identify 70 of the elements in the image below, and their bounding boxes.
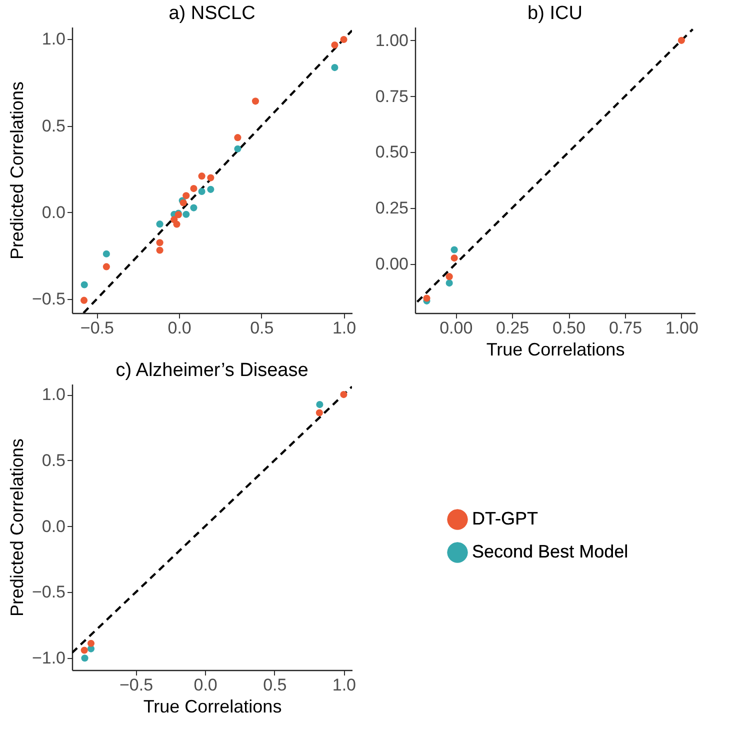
- y-tick-label: 0.00: [375, 254, 408, 274]
- y-tick-label: 0.50: [375, 142, 408, 162]
- x-tick-label: 0.0: [194, 676, 218, 694]
- point: [446, 273, 453, 280]
- point: [81, 654, 88, 662]
- point: [234, 134, 242, 142]
- point: [331, 64, 338, 72]
- x-tick-label: 0.5: [263, 676, 287, 694]
- point: [234, 145, 242, 152]
- x-tick-label: 0.25: [496, 318, 530, 338]
- point: [87, 640, 95, 647]
- point: [207, 174, 214, 182]
- point: [80, 281, 88, 288]
- x-tick-label: 1.0: [332, 318, 356, 338]
- point: [316, 409, 323, 416]
- y-tick-label: −1.0: [32, 648, 66, 668]
- point: [182, 192, 190, 200]
- y-tick-label: 1.0: [42, 30, 66, 49]
- legend-label: Second Best Model: [472, 542, 628, 562]
- y-axis-title: Predicted Correlations: [6, 438, 27, 617]
- point: [198, 188, 206, 196]
- x-tick-label: −0.5: [119, 676, 154, 694]
- x-tick-label: 0.0: [168, 318, 192, 338]
- point: [80, 296, 88, 304]
- point: [678, 36, 685, 44]
- point: [156, 220, 164, 228]
- point: [198, 172, 206, 180]
- point: [80, 646, 88, 654]
- y-tick-label: 0.0: [42, 202, 66, 222]
- y-tick-label: −0.5: [32, 290, 66, 309]
- x-tick-label: −0.5: [80, 318, 114, 338]
- point: [190, 204, 198, 212]
- point: [156, 239, 164, 246]
- legend-label: DT-GPT: [472, 508, 538, 528]
- point: [173, 220, 180, 228]
- chart-title: a) NSCLC: [168, 3, 256, 24]
- y-tick-label: 0.5: [42, 116, 66, 136]
- x-tick-label: 0.75: [608, 318, 642, 338]
- point: [450, 254, 458, 262]
- point: [190, 185, 198, 192]
- x-axis-title: True Correlations: [486, 340, 625, 360]
- y-tick-label: 1.00: [375, 30, 408, 50]
- point: [182, 210, 190, 218]
- y-tick-label: 1.0: [42, 385, 66, 404]
- chart-title: b) ICU: [528, 3, 582, 24]
- point: [316, 401, 324, 408]
- point: [340, 391, 348, 398]
- x-axis-title: True Correlations: [143, 696, 282, 716]
- y-tick-label: 0.5: [42, 450, 66, 470]
- point: [450, 246, 458, 254]
- x-tick-label: 0.00: [440, 318, 473, 338]
- y-tick-label: 0.0: [42, 516, 66, 536]
- y-axis-title: Predicted Correlations: [6, 81, 27, 260]
- point: [252, 98, 260, 105]
- x-tick-label: 0.50: [552, 318, 586, 338]
- point: [446, 280, 453, 287]
- point: [207, 186, 214, 193]
- x-tick-label: 0.5: [250, 318, 274, 338]
- y-tick-label: −0.5: [32, 582, 66, 602]
- point: [423, 294, 430, 302]
- point: [102, 263, 110, 270]
- y-tick-label: 0.25: [375, 198, 408, 218]
- point: [331, 42, 338, 49]
- x-tick-label: 1.0: [332, 676, 356, 694]
- x-tick-label: 1.00: [665, 318, 698, 338]
- chart-title: c) Alzheimer’s Disease: [116, 360, 308, 381]
- point: [102, 250, 110, 258]
- point: [340, 36, 348, 44]
- y-tick-label: 0.75: [375, 86, 408, 106]
- point: [156, 246, 164, 254]
